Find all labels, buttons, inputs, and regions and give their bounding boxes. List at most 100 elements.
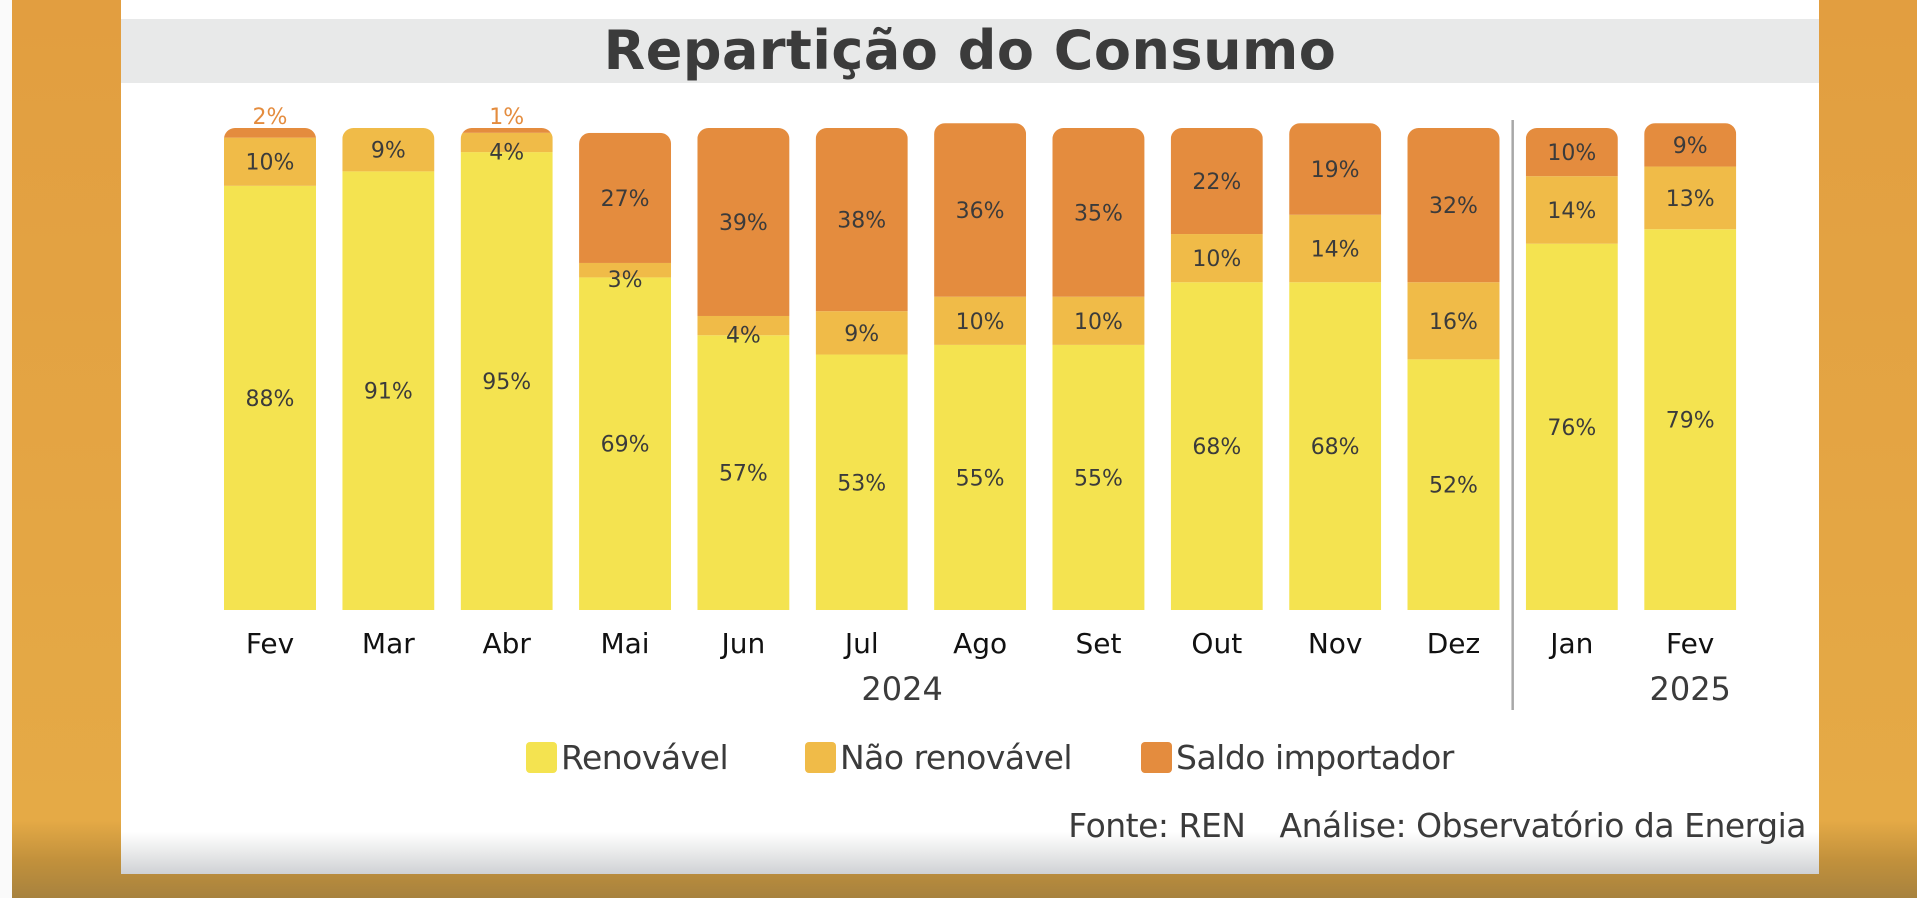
data-label: 95% (482, 370, 531, 395)
bar-segment-nao-renovavel (815, 311, 908, 355)
bar-segment-nao-renovavel (934, 296, 1027, 345)
bar-segment-saldo-importador (1525, 128, 1618, 177)
data-label: 79% (1666, 409, 1715, 434)
bar-segment-saldo-importador (460, 128, 553, 133)
data-label: 38% (837, 209, 886, 234)
data-label: 10% (1547, 141, 1596, 166)
bar-segment-saldo-importador (224, 128, 316, 138)
chart-title: Repartição do Consumo (603, 19, 1337, 82)
x-tick-label: Fev (246, 627, 294, 660)
legend-item-nao-renovavel: Não renovável (805, 737, 1073, 777)
legend: Renovável Não renovável Saldo importador (0, 737, 1917, 777)
data-label: 32% (1429, 194, 1478, 219)
bar-segment-renovavel (460, 152, 553, 610)
data-label: 1% (489, 105, 524, 130)
bar-segment-renovavel (1289, 282, 1382, 610)
data-label: 3% (608, 268, 643, 293)
data-label: 68% (1311, 435, 1360, 460)
x-tick-label: Mar (362, 627, 415, 660)
legend-swatch-nao-renovavel (805, 741, 836, 773)
bar-group (224, 128, 316, 610)
bar-group (697, 128, 790, 610)
data-label: 10% (1074, 310, 1123, 335)
x-tick-label: Mai (600, 627, 649, 660)
bar-segment-saldo-importador (815, 128, 908, 312)
data-label: 4% (726, 324, 761, 349)
source-text: Fonte: REN (1068, 806, 1246, 845)
bar-group (460, 128, 553, 610)
data-label: 9% (371, 139, 406, 164)
bar-segment-nao-renovavel (1407, 282, 1500, 360)
data-label: 39% (719, 211, 768, 236)
data-label: 69% (601, 433, 650, 458)
bar-group (342, 128, 435, 610)
year-label: 2024 (861, 670, 942, 708)
x-tick-label: Jul (843, 627, 879, 660)
x-tick-label: Nov (1308, 627, 1363, 660)
bar-segment-nao-renovavel (1289, 214, 1382, 283)
data-label: 10% (246, 151, 295, 176)
bar-group (1644, 123, 1737, 610)
bar-segment-renovavel (1052, 344, 1145, 610)
data-label: 9% (844, 322, 879, 347)
data-label: 35% (1074, 201, 1123, 226)
x-tick-label: Abr (482, 627, 531, 660)
bar-segment-saldo-importador (1170, 128, 1263, 235)
bar-segment-saldo-importador (579, 132, 672, 263)
bar-segment-nao-renovavel (460, 132, 553, 153)
data-label: 76% (1547, 416, 1596, 441)
bar-group (579, 132, 672, 610)
data-label: 9% (1673, 134, 1708, 159)
data-label: 14% (1311, 238, 1360, 263)
bar-segment-nao-renovavel (1170, 234, 1263, 283)
bar-group (1289, 123, 1382, 610)
data-label: 13% (1666, 187, 1715, 212)
bar-group (815, 128, 908, 610)
bar-segment-nao-renovavel (224, 137, 316, 186)
bar-segment-nao-renovavel (1525, 176, 1618, 244)
bar-group (1052, 128, 1145, 610)
data-label: 91% (364, 380, 413, 405)
bar-segment-renovavel (342, 171, 435, 610)
bar-segment-renovavel (224, 185, 316, 610)
bar-group (1170, 128, 1263, 610)
data-label: 55% (956, 466, 1005, 491)
bar-group (1407, 128, 1500, 610)
bar-segment-saldo-importador (1052, 128, 1145, 297)
bar-segment-renovavel (1407, 359, 1500, 610)
bar-segment-nao-renovavel (1644, 166, 1737, 230)
data-label: 27% (601, 187, 650, 212)
legend-label: Saldo importador (1176, 737, 1454, 777)
data-label: 68% (1192, 435, 1241, 460)
data-label: 10% (956, 310, 1005, 335)
bar-segment-renovavel (815, 354, 908, 610)
legend-item-renovavel: Renovável (526, 737, 729, 777)
bar-segment-nao-renovavel (579, 262, 672, 278)
x-tick-label: Set (1075, 627, 1121, 660)
bar-segment-saldo-importador (1407, 128, 1500, 283)
bar-segment-renovavel (579, 277, 672, 610)
bar-segment-nao-renovavel (1052, 296, 1145, 345)
data-label: 52% (1429, 474, 1478, 499)
data-label: 55% (1074, 466, 1123, 491)
data-label: 14% (1547, 199, 1596, 224)
data-label: 4% (489, 140, 524, 165)
legend-swatch-saldo-importador (1141, 741, 1172, 773)
bar-segment-renovavel (934, 344, 1027, 610)
legend-item-saldo-importador: Saldo importador (1141, 737, 1454, 777)
data-label: 10% (1192, 247, 1241, 272)
bar-segment-saldo-importador (1289, 123, 1382, 215)
bar-segment-saldo-importador (934, 123, 1027, 297)
data-label: 53% (837, 471, 886, 496)
bar-segment-saldo-importador (1644, 123, 1737, 167)
data-label: 2% (253, 105, 288, 130)
x-tick-label: Dez (1427, 627, 1480, 660)
bar-group (934, 123, 1027, 610)
data-label: 57% (719, 462, 768, 487)
x-tick-label: Out (1191, 627, 1242, 660)
data-label: 16% (1429, 310, 1478, 335)
title-bar (121, 19, 1819, 83)
x-tick-label: Jan (1548, 627, 1593, 660)
bar-segment-renovavel (1525, 243, 1618, 610)
bar-segment-renovavel (1644, 229, 1737, 610)
